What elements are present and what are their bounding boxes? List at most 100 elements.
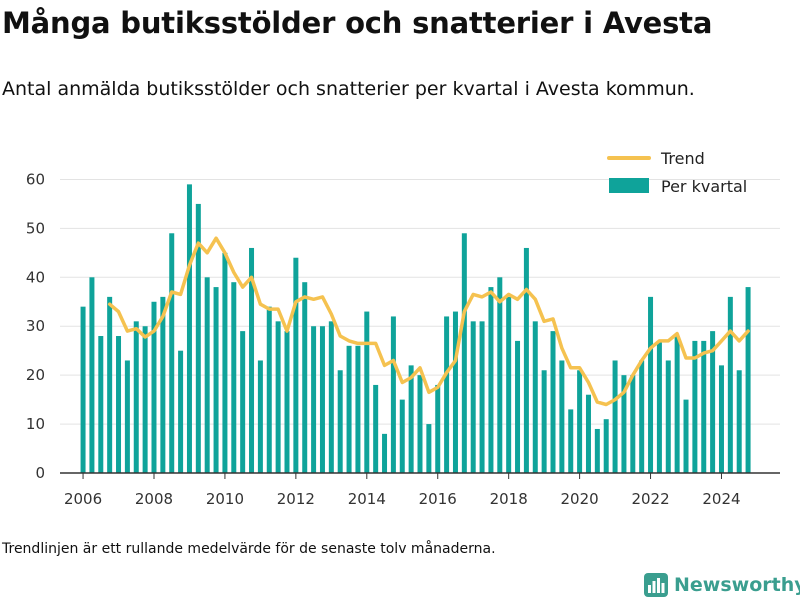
chart-subtitle: Antal anmälda butiksstölder och snatteri…: [2, 78, 695, 100]
bar: [257, 360, 263, 473]
y-tick-label: 30: [26, 317, 45, 335]
bar: [284, 331, 290, 473]
x-axis-ticks: 2006 2008 2010 2012 2014 2016 2018 2020 2022 2024: [64, 473, 741, 508]
bar: [382, 433, 388, 473]
bar: [665, 360, 671, 473]
bar: [568, 409, 574, 473]
bar: [656, 340, 662, 473]
bar: [249, 247, 255, 473]
bar: [178, 350, 184, 473]
bar: [532, 321, 538, 473]
bar: [523, 247, 529, 473]
bar: [727, 296, 733, 473]
bar: [452, 311, 458, 473]
y-axis: 0 10 20 30 40 50 60: [26, 170, 45, 482]
bar: [311, 326, 317, 473]
bar: [417, 375, 423, 473]
bar: [169, 233, 175, 473]
bar: [124, 360, 130, 473]
bar: [701, 340, 707, 473]
bar: [674, 336, 680, 473]
bar: [479, 321, 485, 473]
bar: [470, 321, 476, 473]
brand-name: Newsworthy: [674, 574, 800, 596]
bar: [559, 360, 565, 473]
bar: [133, 321, 139, 473]
bar: [506, 296, 512, 473]
bar: [390, 316, 396, 473]
line-series-trend: [107, 236, 750, 407]
bar: [630, 375, 636, 473]
bar: [461, 233, 467, 473]
bar: [612, 360, 618, 473]
bar-series-per-kvartal: [80, 184, 751, 473]
bar: [745, 287, 751, 473]
y-tick-label: 50: [26, 219, 45, 237]
bar: [319, 326, 325, 473]
bar: [435, 384, 441, 473]
bar: [594, 428, 600, 473]
bar: [408, 365, 414, 473]
legend-label-trend: Trend: [660, 149, 705, 168]
x-tick-label: 2010: [206, 490, 244, 508]
x-tick-label: 2006: [64, 490, 102, 508]
bar: [89, 277, 95, 473]
x-tick-label: 2018: [490, 490, 528, 508]
bar: [204, 277, 210, 473]
bar: [710, 331, 716, 473]
bar: [364, 311, 370, 473]
bar: [399, 399, 405, 473]
brand-logo[interactable]: Newsworthy: [644, 570, 800, 600]
y-tick-label: 60: [26, 170, 45, 188]
x-tick-label: 2022: [631, 490, 669, 508]
bar: [80, 306, 86, 473]
bar: [488, 287, 494, 473]
bar: [718, 365, 724, 473]
trend-line: [107, 236, 750, 407]
bar: [266, 306, 272, 473]
legend-swatch-per-kvartal: [609, 178, 649, 193]
bar: [240, 331, 246, 473]
bar: [151, 301, 157, 473]
bar: [107, 296, 113, 473]
x-tick-label: 2014: [348, 490, 386, 508]
bar: [683, 399, 689, 473]
x-tick-label: 2024: [702, 490, 740, 508]
bar: [195, 203, 201, 473]
bar: [293, 257, 299, 473]
bar: [275, 321, 281, 473]
bar: [355, 345, 361, 473]
x-tick-label: 2008: [135, 490, 173, 508]
chart-title: Många butiksstölder och snatterier i Ave…: [2, 6, 713, 40]
y-tick-label: 20: [26, 366, 45, 384]
bar: [603, 419, 609, 473]
y-tick-label: 10: [26, 415, 45, 433]
bar: [222, 252, 228, 473]
bar: [550, 331, 556, 473]
bar: [98, 336, 104, 473]
bar-chart-logo-icon: [644, 573, 668, 597]
bar: [346, 345, 352, 473]
y-tick-label: 40: [26, 268, 45, 286]
bar: [213, 287, 219, 473]
bar: [497, 277, 503, 473]
x-tick-label: 2012: [277, 490, 315, 508]
bar: [736, 370, 742, 473]
bar: [142, 326, 148, 473]
bar: [337, 370, 343, 473]
bar: [373, 384, 379, 473]
bar: [577, 370, 583, 473]
bar: [116, 336, 122, 473]
bar: [639, 360, 645, 473]
footnote: Trendlinjen är ett rullande medelvärde f…: [2, 541, 496, 557]
bar: [444, 316, 450, 473]
bar: [541, 370, 547, 473]
y-tick-label: 0: [35, 464, 45, 482]
bar: [585, 394, 591, 473]
bar: [328, 321, 334, 473]
bar: [302, 282, 308, 473]
bar: [186, 184, 192, 473]
bar: [692, 340, 698, 473]
x-tick-label: 2020: [561, 490, 599, 508]
